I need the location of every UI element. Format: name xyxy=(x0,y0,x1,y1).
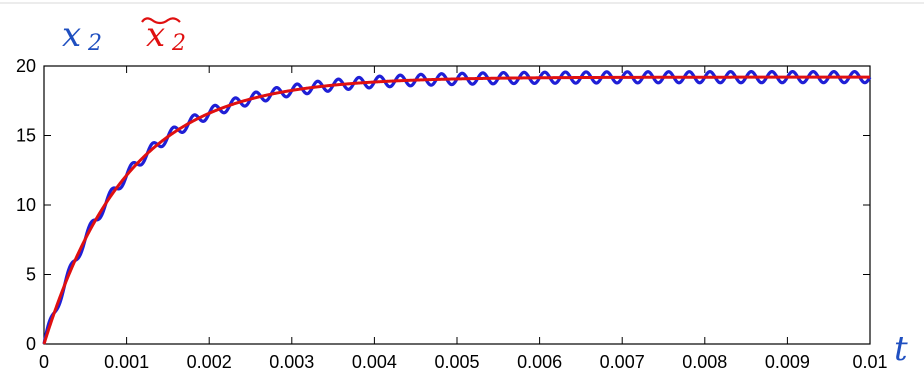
x-tick-label: 0.009 xyxy=(765,352,810,372)
legend-tilde-mark xyxy=(141,17,181,25)
series-line-x2_avg xyxy=(42,75,872,345)
y-tick-label: 15 xyxy=(16,126,36,146)
legend-annotations: x 2 x 2 xyxy=(62,15,186,56)
axis-ticks xyxy=(43,65,871,345)
x-tick-label: 0.002 xyxy=(187,352,232,372)
x-tick-label: 0.001 xyxy=(104,352,149,372)
legend-x2hat-label: x xyxy=(146,15,165,55)
x-tick-label: 0.003 xyxy=(269,352,314,372)
legend-x2-subscript: 2 xyxy=(87,31,102,56)
x-tick-label: 0.004 xyxy=(352,352,397,372)
series-layer xyxy=(42,69,872,345)
legend-x2-label: x xyxy=(62,15,81,55)
legend-x2hat-subscript: 2 xyxy=(171,31,186,56)
y-tick-label: 0 xyxy=(26,334,36,354)
y-tick-label: 10 xyxy=(16,195,36,215)
time-axis-annotation: t xyxy=(894,329,908,369)
x-tick-label: 0.01 xyxy=(852,352,887,372)
y-tick-label: 20 xyxy=(16,56,36,76)
x-tick-label: 0.006 xyxy=(517,352,562,372)
plot-area xyxy=(43,65,871,345)
x-tick-labels: 0 0.001 0.002 0.003 0.004 0.005 0.006 0.007 0.00… xyxy=(39,352,888,372)
y-tick-label: 5 xyxy=(26,265,36,285)
x-tick-label: 0.007 xyxy=(600,352,645,372)
x-tick-label: 0.005 xyxy=(434,352,479,372)
x-tick-label: 0 xyxy=(39,352,49,372)
y-tick-labels: 0 5 10 15 20 xyxy=(16,56,36,354)
x-tick-label: 0.008 xyxy=(682,352,727,372)
